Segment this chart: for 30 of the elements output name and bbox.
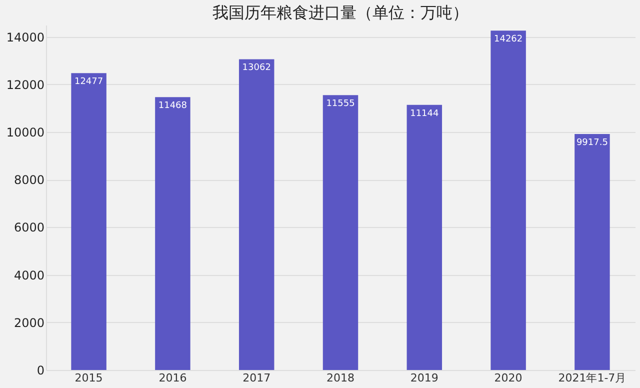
x-tick-label: 2017 [242, 372, 271, 384]
bar [406, 104, 442, 370]
x-tick-label: 2019 [410, 372, 438, 384]
y-tick-label: 0 [36, 364, 44, 378]
y-tick-label: 2000 [14, 316, 44, 330]
y-tick-label: 12000 [6, 78, 44, 92]
data-label: 11468 [158, 101, 188, 112]
x-tick-label: 2021年1-7月 [558, 372, 626, 384]
data-label: 11144 [410, 108, 439, 119]
y-tick-label: 14000 [6, 30, 44, 44]
x-tick-label: 2018 [326, 372, 354, 384]
bar [71, 73, 106, 370]
bar [155, 97, 190, 370]
bar [238, 59, 274, 370]
data-label: 12477 [74, 77, 104, 88]
data-label: 9917.5 [576, 138, 608, 148]
y-tick-label: 4000 [14, 268, 44, 282]
x-tick-label: 2015 [74, 372, 103, 384]
data-label: 13062 [242, 63, 271, 74]
y-tick-label: 8000 [14, 173, 44, 188]
x-tick-label: 2020 [494, 372, 522, 384]
chart-title: 我国历年粮食进口量（单位：万吨） [212, 3, 468, 22]
data-label: 14262 [494, 34, 523, 45]
bar [322, 95, 358, 370]
x-tick-label: 2016 [158, 372, 187, 384]
bar [574, 134, 610, 370]
bar [490, 30, 526, 370]
y-tick-label: 10000 [6, 126, 44, 140]
y-tick-label: 6000 [14, 220, 44, 235]
data-label: 11555 [326, 99, 355, 110]
